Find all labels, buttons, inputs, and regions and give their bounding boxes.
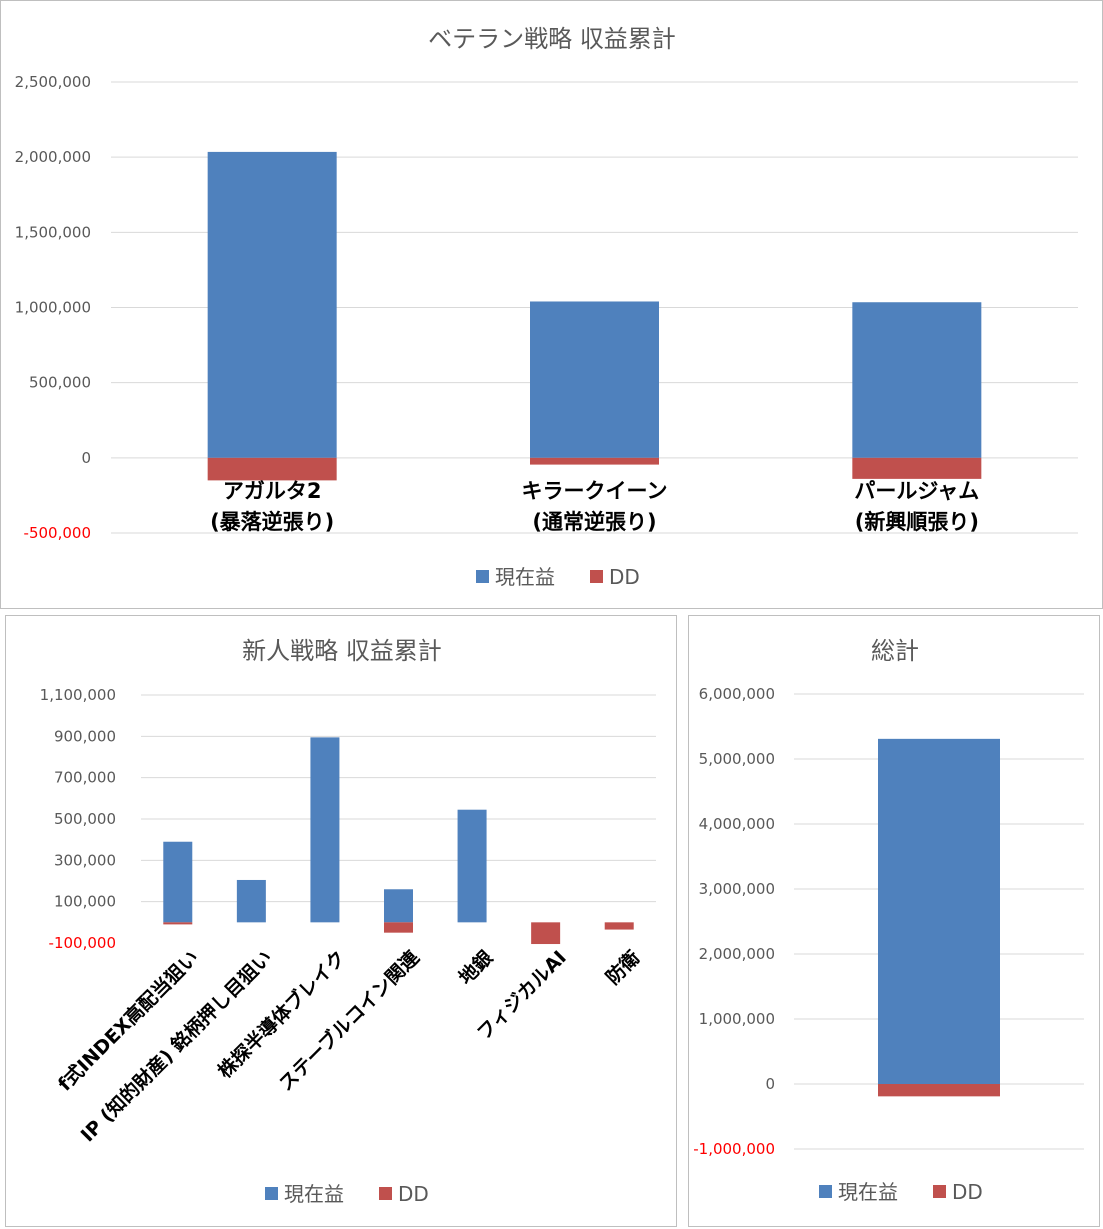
newcomer-category-label: f式INDEX高配当狙い xyxy=(53,946,203,1096)
veteran-category-label: アガルタ2 xyxy=(223,479,322,503)
newcomer-chart-title: 新人戦略 収益累計 xyxy=(242,637,442,665)
total-chart-panel: 総計 -1,000,000 0 1,000,000 2,000,000 3,000,00… xyxy=(688,615,1100,1227)
newcomer-bar-current xyxy=(457,809,487,923)
newcomer-bar-dd xyxy=(604,922,634,930)
newcomer-y-tick-label: 900,000 xyxy=(54,727,116,745)
veteran-bar-dd xyxy=(852,457,982,479)
total-y-tick-label: 0 xyxy=(765,1075,775,1093)
legend-label-dd: DD xyxy=(609,565,640,589)
veteran-y-tick-label: 500,000 xyxy=(29,374,91,392)
veteran-chart: ベテラン戦略 収益累計 -500,000 0 500,000 1,000,000 1,5… xyxy=(15,25,1078,589)
newcomer-category-label: ステーブルコイン関連 xyxy=(274,945,424,1095)
total-chart-title: 総計 xyxy=(871,637,919,665)
newcomer-y-tick-label: 1,100,000 xyxy=(40,686,116,704)
total-y-tick-label: 4,000,000 xyxy=(699,815,775,833)
legend-swatch-dd xyxy=(379,1187,392,1200)
veteran-bar-current xyxy=(530,301,659,458)
legend-swatch-current xyxy=(819,1185,832,1198)
newcomer-bar-dd xyxy=(163,922,193,925)
legend-label-current: 現在益 xyxy=(284,1182,344,1206)
newcomer-y-tick-label: 100,000 xyxy=(54,893,116,911)
total-legend: 現在益 DD xyxy=(819,1180,983,1204)
total-y-tick-label: 2,000,000 xyxy=(699,945,775,963)
veteran-category-label: (暴落逆張り) xyxy=(210,510,334,534)
newcomer-chart-panel: 新人戦略 収益累計 -100,000 100,000 300,000 500,000 7… xyxy=(5,615,677,1227)
legend-label-current: 現在益 xyxy=(838,1180,898,1204)
newcomer-chart: 新人戦略 収益累計 -100,000 100,000 300,000 500,000 7… xyxy=(40,637,656,1206)
newcomer-category-label: 株探半導体ブレイク xyxy=(213,946,350,1083)
newcomer-bar-current xyxy=(310,737,340,923)
veteran-category-label: パールジャム xyxy=(854,479,979,503)
newcomer-bar-dd xyxy=(384,922,413,933)
veteran-legend: 現在益 DD xyxy=(476,565,640,589)
veteran-bar-dd xyxy=(207,457,337,481)
veteran-bar-current xyxy=(852,302,982,458)
veteran-y-tick-label: 2,500,000 xyxy=(15,73,91,91)
newcomer-bar-dd xyxy=(531,922,561,945)
veteran-y-tick-label: 1,000,000 xyxy=(15,299,91,317)
total-y-tick-label: 5,000,000 xyxy=(699,750,775,768)
newcomer-y-tick-label: 700,000 xyxy=(54,769,116,787)
newcomer-y-tick-label: -100,000 xyxy=(49,934,116,952)
veteran-bar-current xyxy=(207,151,337,458)
legend-label-current: 現在益 xyxy=(495,565,555,589)
legend-swatch-dd xyxy=(590,570,603,583)
total-chart: 総計 -1,000,000 0 1,000,000 2,000,000 3,000,00… xyxy=(693,637,1084,1204)
newcomer-category-label: 地銀 xyxy=(454,946,497,989)
legend-swatch-dd xyxy=(933,1185,946,1198)
newcomer-bar-current xyxy=(163,841,193,923)
veteran-chart-panel: ベテラン戦略 収益累計 -500,000 0 500,000 1,000,000 1,5… xyxy=(0,0,1103,609)
newcomer-category-label: 防衛 xyxy=(601,946,644,989)
veteran-y-tick-label: 1,500,000 xyxy=(15,223,91,241)
veteran-bar-dd xyxy=(530,457,659,465)
newcomer-bar-current xyxy=(384,889,413,923)
legend-label-dd: DD xyxy=(952,1180,983,1204)
veteran-y-tick-label: -500,000 xyxy=(24,524,91,542)
veteran-category-label: (新興順張り) xyxy=(855,510,979,534)
veteran-y-tick-label: 0 xyxy=(81,449,91,467)
total-y-tick-label: -1,000,000 xyxy=(693,1140,775,1158)
legend-swatch-current xyxy=(476,570,489,583)
legend-swatch-current xyxy=(265,1187,278,1200)
veteran-chart-title: ベテラン戦略 収益累計 xyxy=(428,25,676,53)
newcomer-bar-current xyxy=(236,879,266,923)
total-y-tick-label: 1,000,000 xyxy=(699,1010,775,1028)
newcomer-y-tick-label: 300,000 xyxy=(54,851,116,869)
legend-label-dd: DD xyxy=(398,1182,429,1206)
total-bar-dd xyxy=(878,1084,1000,1097)
veteran-category-label: キラークイーン xyxy=(522,479,668,503)
veteran-category-label: (通常逆張り) xyxy=(532,510,656,534)
total-y-tick-label: 6,000,000 xyxy=(699,685,775,703)
total-y-tick-label: 3,000,000 xyxy=(699,880,775,898)
total-bar-current xyxy=(878,738,1000,1084)
newcomer-y-tick-label: 500,000 xyxy=(54,810,116,828)
veteran-y-tick-label: 2,000,000 xyxy=(15,148,91,166)
newcomer-legend: 現在益 DD xyxy=(265,1182,429,1206)
